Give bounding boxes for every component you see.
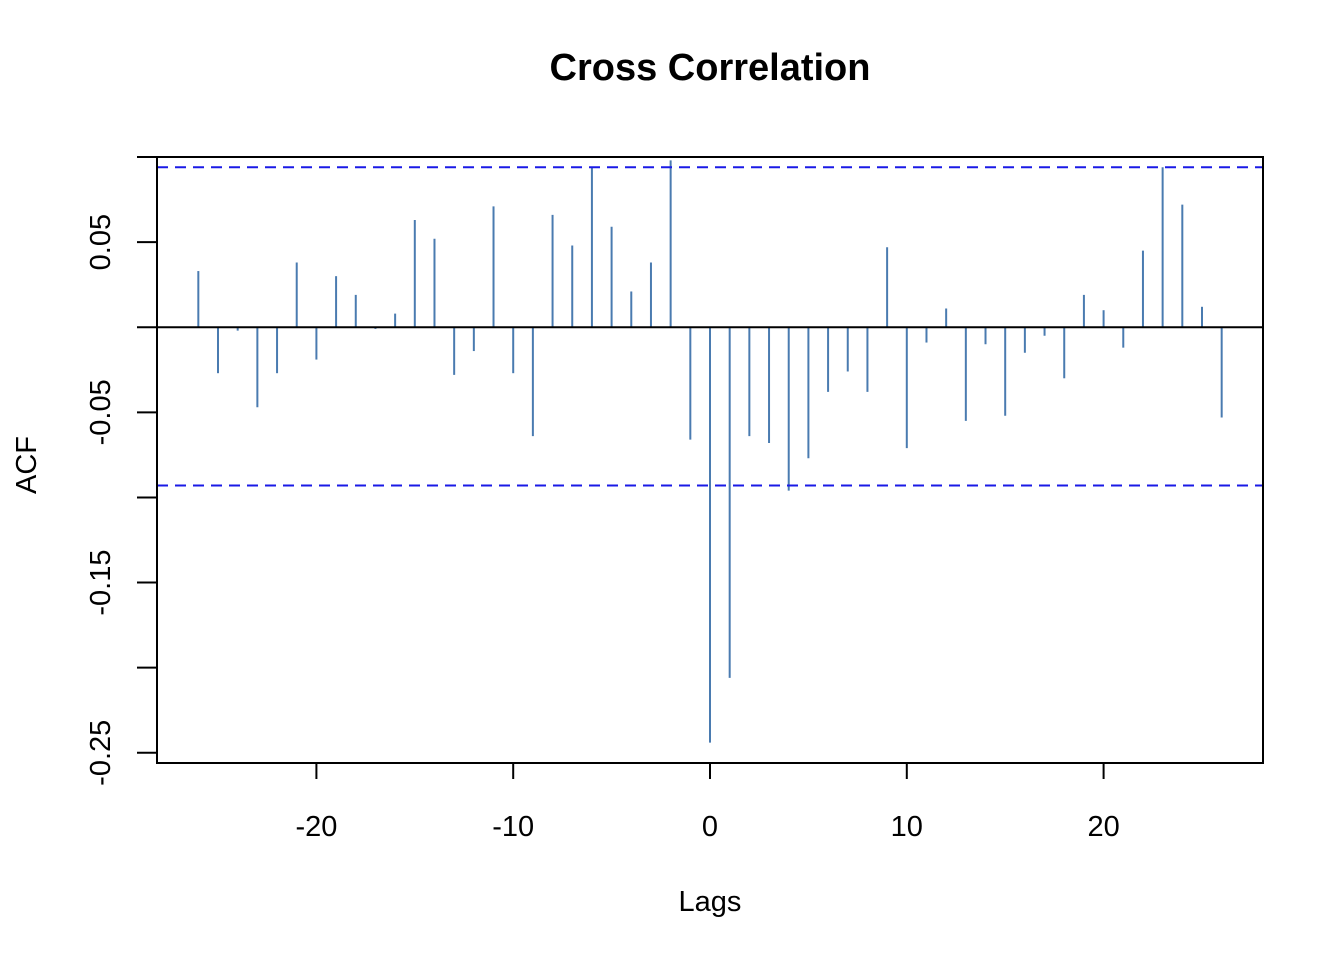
- x-tick-label: -20: [295, 811, 337, 843]
- y-tick-label: -0.15: [85, 550, 117, 616]
- chart-title: Cross Correlation: [550, 47, 871, 89]
- x-tick-label: 0: [702, 811, 718, 843]
- bars-layer: [197, 160, 1223, 743]
- x-tick-label: 10: [891, 811, 923, 843]
- y-tick-label: -0.05: [85, 379, 117, 445]
- x-tick-label: -10: [492, 811, 534, 843]
- x-axis-label: Lags: [679, 886, 742, 918]
- reference-lines: [157, 166, 1263, 487]
- y-tick-label: -0.25: [85, 720, 117, 786]
- y-tick-label: 0.05: [85, 214, 117, 270]
- x-tick-label: 20: [1087, 811, 1119, 843]
- y-axis-label: ACF: [11, 436, 43, 494]
- x-axis: -20 -10 0 10 20: [295, 763, 1120, 843]
- y-axis: 0.05 -0.05 -0.15 -0.25: [85, 156, 157, 786]
